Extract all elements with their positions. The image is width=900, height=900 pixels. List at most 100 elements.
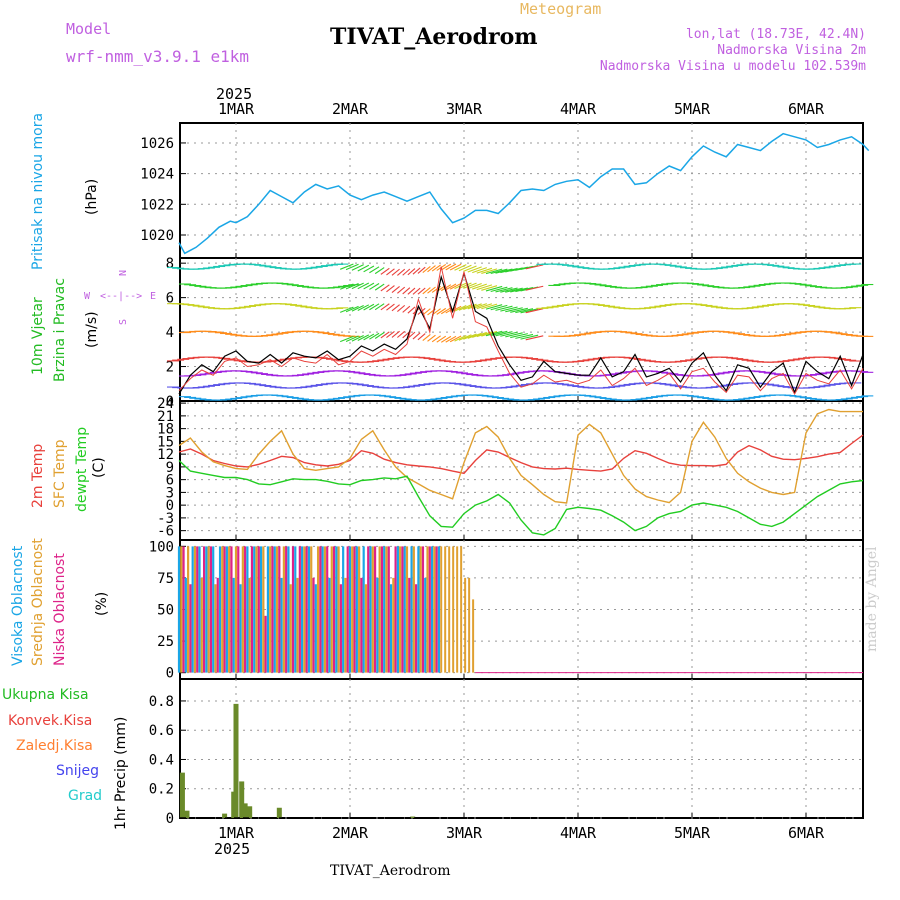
wind-arrow bbox=[345, 305, 359, 313]
cloud-unit: (%) bbox=[94, 592, 110, 616]
x-tick-label-bottom: 4MAR bbox=[560, 824, 597, 842]
lonlat-text: lon,lat (18.73E, 42.4N) bbox=[686, 27, 866, 42]
sfc-temp-label: SFC Temp bbox=[52, 439, 68, 508]
x-tick-label-top: 2MAR bbox=[332, 100, 369, 118]
wind-arrow bbox=[397, 330, 406, 338]
wind-arrow bbox=[369, 266, 380, 274]
series-line-speed_black bbox=[178, 271, 864, 395]
wind-arrow bbox=[500, 306, 518, 312]
legend-hail: Grad bbox=[68, 788, 102, 804]
wind-arrow bbox=[510, 307, 528, 313]
wind-arrow bbox=[472, 267, 487, 274]
wind-arrow bbox=[431, 335, 441, 343]
wind-arrow bbox=[374, 267, 385, 275]
wind-arrow bbox=[357, 264, 370, 272]
wind-arrow bbox=[351, 264, 364, 271]
wind-arrow bbox=[374, 283, 385, 291]
legend-total-rain: Ukupna Kisa bbox=[2, 687, 89, 703]
wind-arrow bbox=[495, 287, 513, 293]
compass-east: E bbox=[150, 291, 156, 302]
year-bottom: 2025 bbox=[214, 840, 250, 858]
wind-arrow bbox=[357, 282, 370, 290]
x-tick-label-bottom: 6MAR bbox=[788, 824, 825, 842]
wind-arrow bbox=[386, 303, 395, 311]
wind-arrow bbox=[490, 286, 508, 293]
model-label: Model bbox=[66, 20, 111, 38]
wind-arrow bbox=[485, 268, 503, 275]
wind-arrow bbox=[463, 265, 477, 272]
compass-south: S bbox=[118, 319, 129, 325]
pressure-unit: (hPa) bbox=[84, 179, 100, 215]
wind-arrow bbox=[412, 332, 421, 340]
wind-arrow bbox=[500, 287, 518, 293]
wind-arrow bbox=[520, 334, 539, 340]
wind-arrow bbox=[417, 333, 426, 341]
wind-unit: (m/s) bbox=[84, 311, 100, 348]
footer-title: TIVAT_Aerodrom bbox=[330, 863, 451, 879]
wind-arrow bbox=[515, 308, 534, 314]
y-tick-label: 21 bbox=[157, 409, 174, 425]
wind-arrow bbox=[407, 306, 416, 314]
wind-arrow bbox=[374, 332, 385, 339]
wind-arrow bbox=[374, 303, 385, 311]
wind-arrow bbox=[463, 333, 477, 340]
y-tick-label: 0 bbox=[166, 811, 174, 827]
wind-arrow bbox=[505, 307, 523, 313]
wind-arrow bbox=[463, 303, 477, 310]
precip-bar bbox=[222, 813, 228, 818]
wind-arrow bbox=[440, 263, 452, 271]
wind-arrow bbox=[458, 304, 472, 311]
wind-arrow bbox=[380, 303, 390, 311]
y-tick-label: 0 bbox=[166, 666, 174, 682]
wind-arrow bbox=[431, 264, 441, 272]
series-line-sfc-temp bbox=[178, 408, 863, 504]
y-tick-label: 0.4 bbox=[149, 752, 174, 768]
wind-arrow bbox=[525, 335, 544, 341]
y-tick-label: 2 bbox=[166, 360, 174, 376]
precip-bar bbox=[184, 810, 190, 818]
wind-arrow bbox=[407, 268, 416, 276]
wind-arrow bbox=[476, 303, 493, 310]
wind-arrow bbox=[339, 263, 354, 270]
x-tick-label-top: 4MAR bbox=[560, 100, 597, 118]
wind-arrow bbox=[402, 268, 411, 276]
wind-arrow bbox=[481, 303, 498, 310]
wind-arrow bbox=[369, 283, 380, 290]
legend-conv-rain: Konvek.Kisa bbox=[8, 713, 92, 729]
wind-arrow bbox=[391, 304, 400, 312]
wind-arrow bbox=[485, 330, 503, 337]
wind-arrow bbox=[495, 331, 513, 337]
compass-north: N bbox=[118, 270, 129, 276]
high-cloud-label: Visoka Oblacnost bbox=[10, 545, 26, 666]
wind-arrow bbox=[427, 334, 436, 342]
wind-arrow bbox=[363, 265, 375, 273]
wind-arrow bbox=[510, 287, 528, 293]
wind-arrow bbox=[369, 332, 380, 340]
wind-arrow bbox=[458, 264, 472, 272]
wind-arrow bbox=[515, 333, 534, 339]
wind-arrow bbox=[481, 330, 498, 337]
page-title: TIVAT_Aerodrom bbox=[330, 24, 538, 50]
wind-arrow bbox=[380, 331, 390, 339]
y-tick-label: 1024 bbox=[140, 167, 174, 183]
wind-arrow bbox=[357, 304, 370, 312]
wind-arrow bbox=[417, 287, 426, 295]
x-tick-label-bottom: 2MAR bbox=[332, 824, 369, 842]
series-line-dewpt-temp bbox=[178, 459, 864, 536]
wind-arrow bbox=[454, 305, 467, 312]
model-name: wrf-nmm_v3.9.1 e1km bbox=[66, 47, 249, 66]
precip-ylabel: 1hr Precip (mm) bbox=[113, 717, 129, 830]
wind-arrow bbox=[427, 286, 436, 294]
precip-bar bbox=[247, 806, 253, 818]
precip-bar bbox=[276, 807, 282, 818]
legend-freezing-rain: Zaledj.Kisa bbox=[16, 738, 93, 754]
wind-arrow bbox=[463, 282, 477, 289]
wind-arrow bbox=[436, 307, 447, 315]
wind-arrow bbox=[525, 285, 544, 291]
x-tick-label-bottom: 5MAR bbox=[674, 824, 711, 842]
wind-arrow bbox=[357, 334, 370, 342]
wind-arrow bbox=[422, 308, 431, 316]
wind-arrow bbox=[363, 282, 375, 290]
y-tick-label: 1026 bbox=[140, 136, 174, 152]
wind-label-1: 10m Vjetar bbox=[30, 297, 46, 375]
